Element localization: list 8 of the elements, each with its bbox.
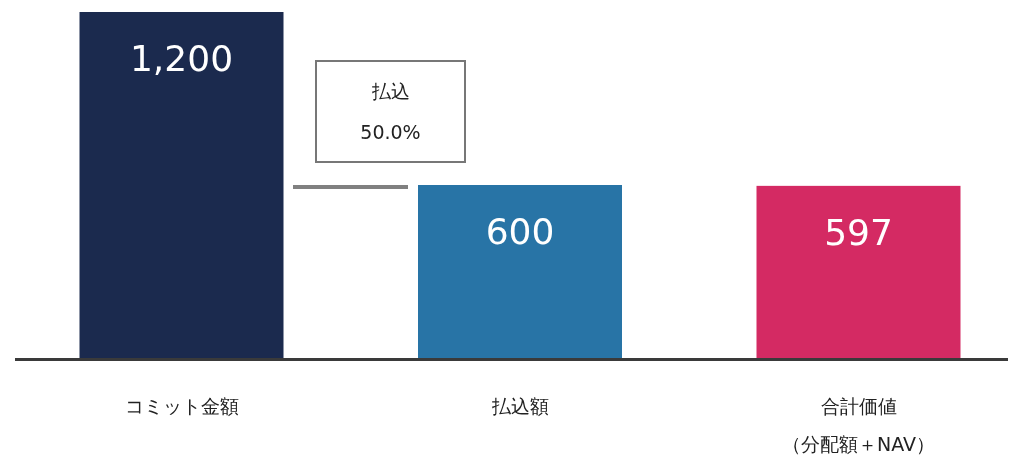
data-label: 1,200	[129, 38, 234, 79]
x-tick-label: 払込額	[491, 394, 549, 419]
x-tick-label: コミット金額	[124, 394, 239, 419]
annotation: 払込	[370, 80, 410, 102]
data-label: 600	[485, 211, 555, 252]
annotation: 50.0%	[360, 121, 421, 143]
x-tick-label: 合計価値（分配額＋NAV）	[782, 394, 935, 457]
data-label: 597	[824, 211, 893, 253]
